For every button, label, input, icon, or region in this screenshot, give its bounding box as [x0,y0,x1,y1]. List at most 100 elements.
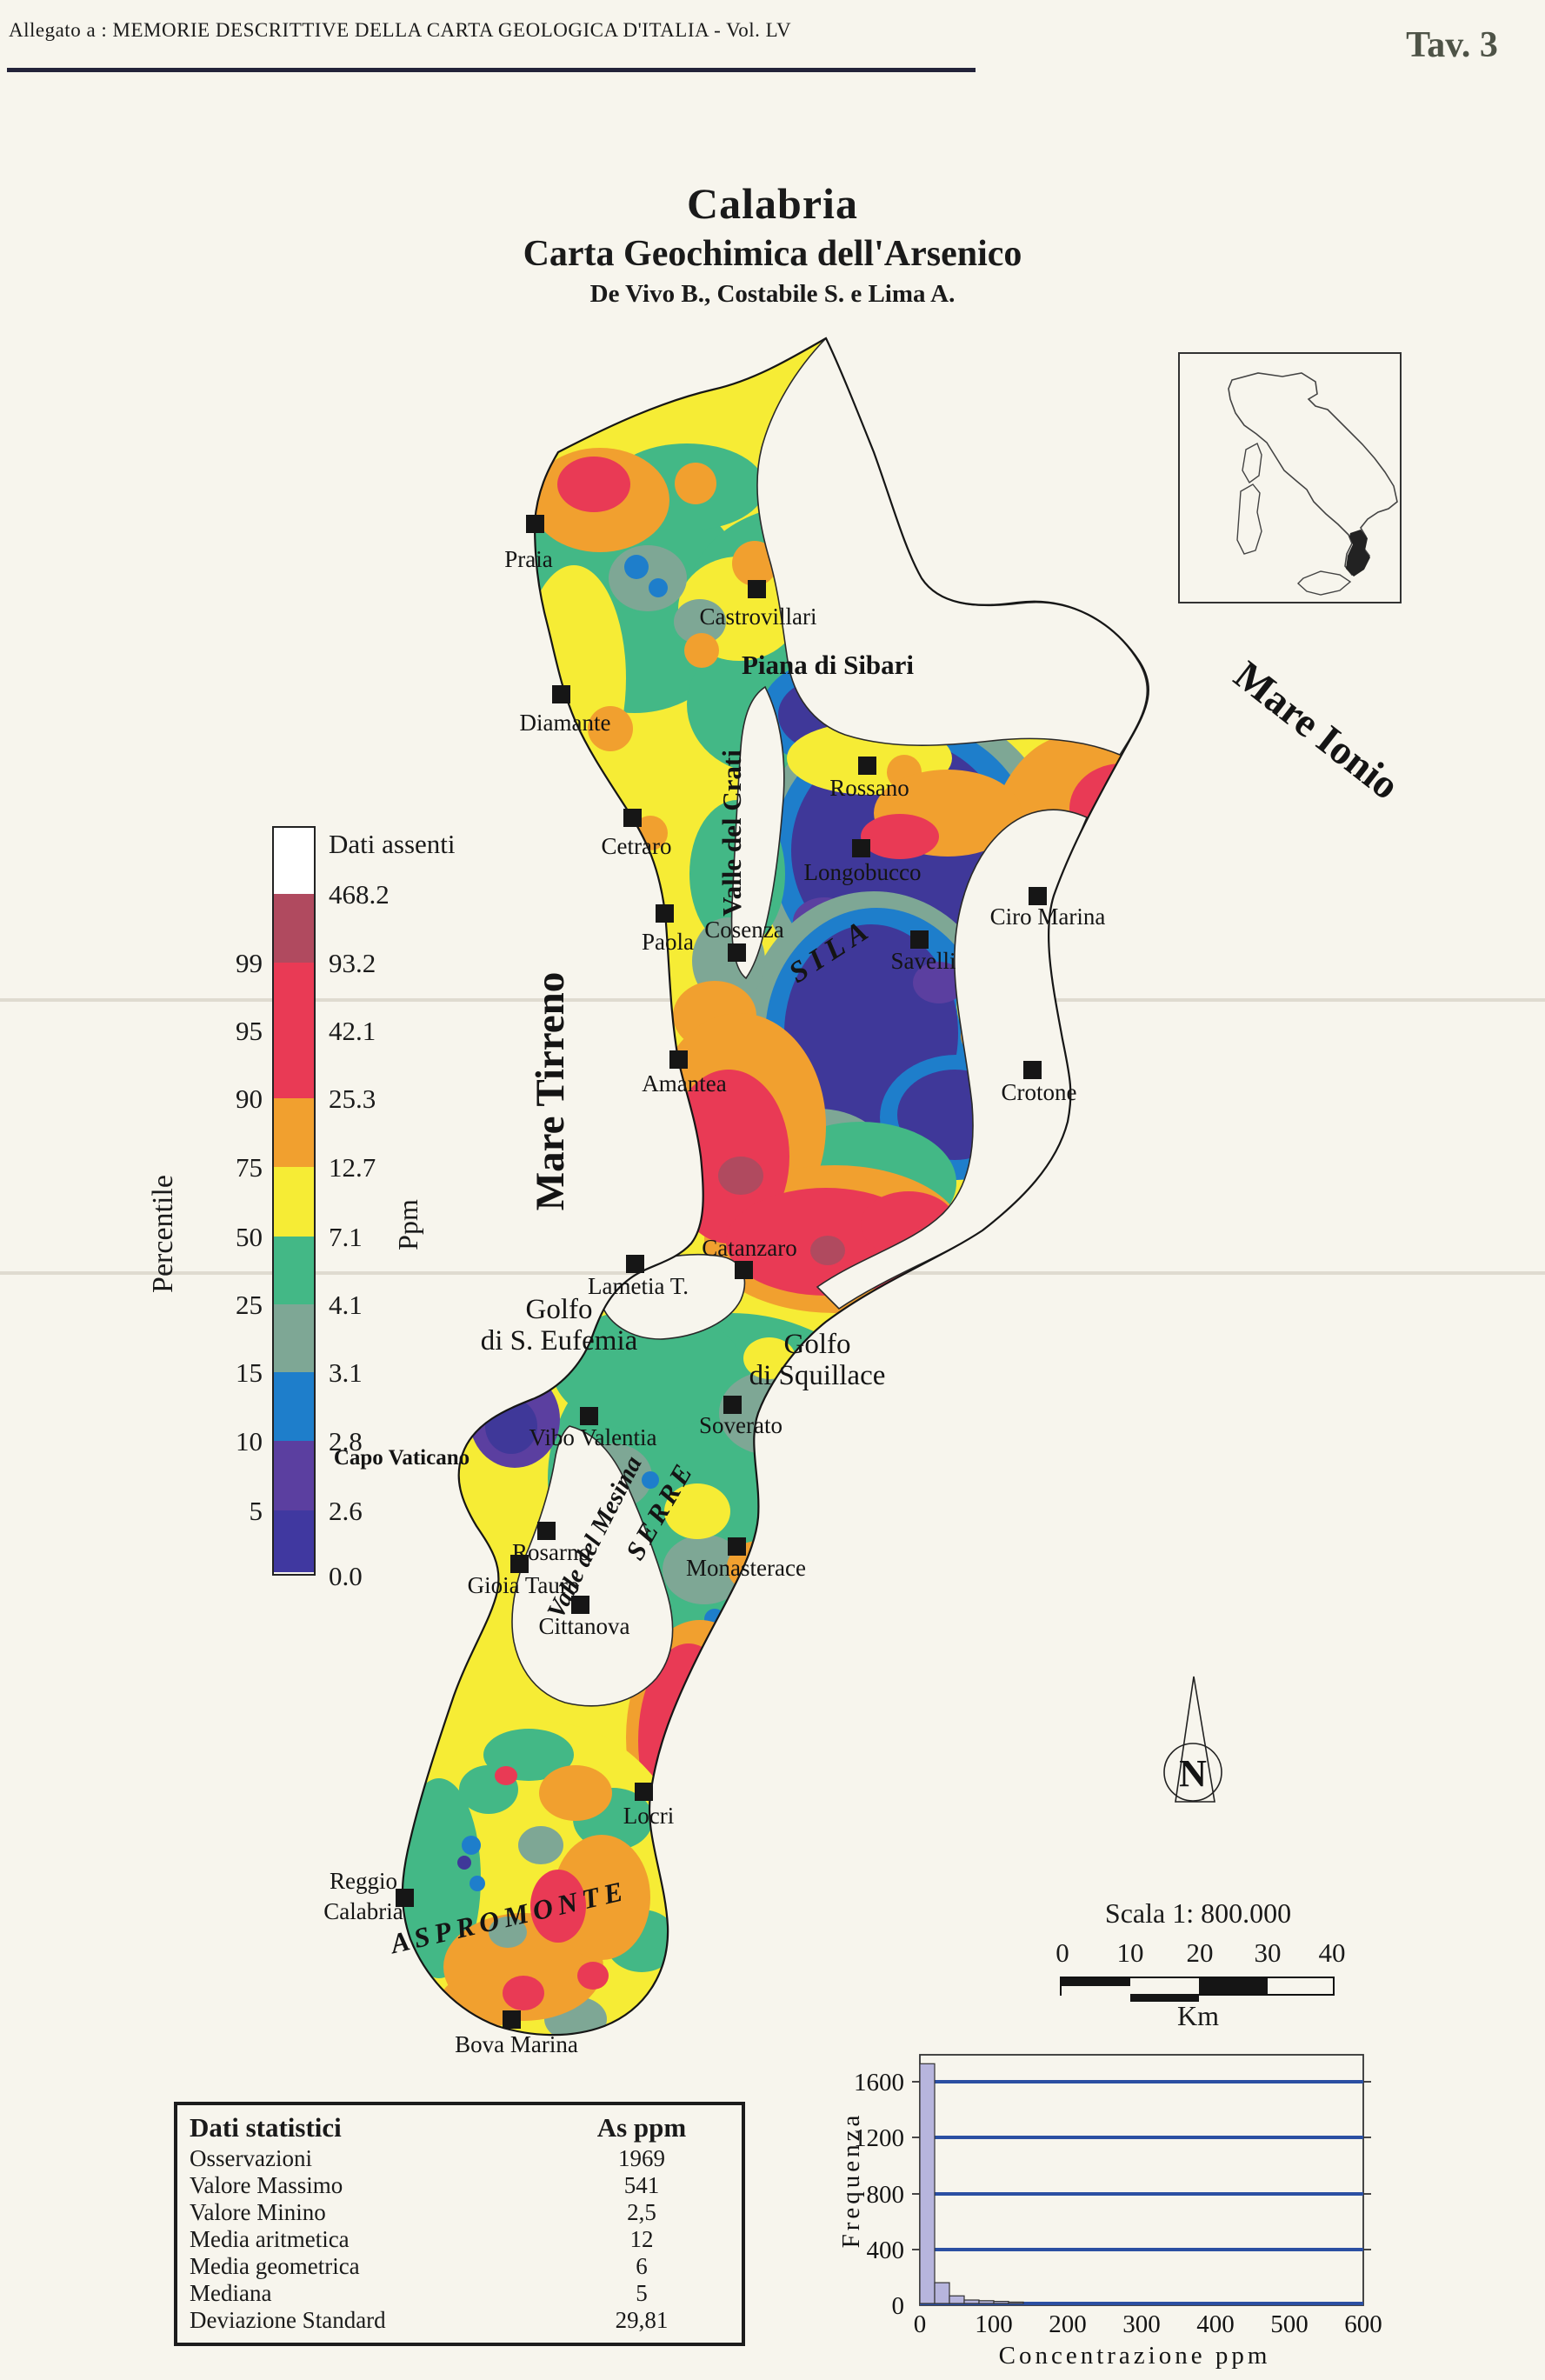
blob [684,633,719,668]
legend-band-95-99 [274,963,314,1030]
city-label: Crotone [1002,1079,1077,1105]
city-marker-amantea [669,1050,688,1069]
legend-color-bar [272,826,316,1576]
blob [462,1836,481,1855]
city-marker-savelli [910,930,929,949]
histogram-bar [1008,2301,1024,2304]
blob [861,814,939,859]
blob [1058,880,1149,1016]
city-marker-bova-marina [503,2010,521,2029]
histogram-gridlines [920,2080,1363,2305]
histogram-bar [963,2299,980,2304]
blob [469,1876,485,1891]
cape-label-vaticano: Capo Vaticano [334,1446,469,1470]
italy-inset-map [1178,352,1402,603]
north-arrow: N [1163,1676,1222,1803]
blob [624,555,649,579]
legend-ppm-value: 0.0 [329,1561,363,1591]
legend-ppm-value: 2.8 [329,1426,363,1457]
city-label: Calabria [323,1898,403,1924]
city-label: Cetraro [602,833,672,859]
blob [522,565,626,791]
legend-band-5-10 [274,1441,314,1510]
table-row: Media aritmetica 12 [177,2226,742,2253]
legend-percentile: 5 [249,1496,263,1526]
table-row: Media geometrica 6 [177,2253,742,2280]
statistics-header-label: Dati statistici [190,2112,342,2143]
legend-ppm-value: 93.2 [329,948,376,978]
legend-percentile: 99 [236,948,263,978]
legend-ppm-value: 7.1 [329,1222,363,1252]
y-tick-label: 800 [867,2181,905,2209]
north-arrow-label: N [1179,1752,1207,1795]
city-marker-soverato [723,1396,742,1414]
stat-label: Deviazione Standard [190,2307,386,2333]
legend-ppm-value: 25.3 [329,1083,376,1114]
city-label: Reggio [330,1868,397,1894]
blob [588,706,633,751]
city-label: Rosarno [512,1539,590,1565]
histogram-plot-box [919,2054,1364,2306]
histogram-bar [934,2282,950,2304]
table-row: Valore Massimo 541 [177,2172,742,2199]
stat-value: 12 [629,2226,654,2252]
stat-value: 2,5 [627,2199,656,2225]
legend-ppm-value: 42.1 [329,1016,376,1046]
legend-band-99-100 [274,894,314,963]
gulf-label-squillace-1: Golfo [784,1329,851,1360]
table-row: Osservazioni 1969 [177,2145,742,2172]
blob [913,962,965,1003]
sea-label-tirreno: Mare Tirreno [528,972,573,1211]
scale-tick: 0 [1056,1937,1069,1968]
header-rule [7,68,976,72]
blob [649,578,668,597]
legend-band-15-25 [274,1304,314,1372]
legend-percentile: 15 [236,1357,263,1388]
no-data-northeast-sibari [756,338,1149,757]
legend-percentile: 75 [236,1152,263,1183]
blob [557,457,630,512]
city-marker-locri [635,1783,653,1801]
blob [577,1962,609,1990]
north-arrow-circle [1163,1743,1222,1802]
blob [675,463,716,504]
city-label: Soverato [699,1412,782,1438]
blob [732,541,777,586]
legend-band-0-5 [274,1510,314,1572]
city-label: Catanzaro [702,1235,796,1261]
scale-segment [1062,1986,1130,1994]
map-title: Calabria [687,179,858,228]
x-tick-label: 300 [1122,2310,1161,2338]
scale-segment [1199,1986,1268,1994]
city-labels: Praia Castrovillari Diamante Cetraro Pao… [323,546,1105,2057]
stat-value: 29,81 [615,2307,669,2333]
x-tick-label: 500 [1270,2310,1309,2338]
blob [1105,787,1147,822]
city-label: Rossano [829,775,909,801]
city-marker-lametia [626,1255,644,1273]
x-tick-label: 0 [914,2310,927,2338]
scale-segment [1199,1978,1268,1986]
city-marker-longobucco [852,839,870,857]
table-row: Deviazione Standard 29,81 [177,2307,742,2334]
legend-band-no-data [274,828,314,894]
city-label: Longobucco [804,859,922,885]
city-label: Lametia T. [588,1273,689,1299]
city-marker-praia [526,515,544,533]
blob [518,1826,563,1864]
city-label: Gioia Tauro [468,1572,580,1598]
north-arrow-triangle [1175,1676,1215,1803]
legend-percentile: 90 [236,1083,263,1114]
histogram-y-labels: 1600 1200 800 400 0 [854,2069,904,2320]
city-label: Cosenza [704,917,783,943]
blob [810,1236,845,1265]
no-data-mesima-gioia [511,1425,674,1707]
city-label: Praia [504,546,552,572]
stat-label: Valore Massimo [190,2172,343,2198]
y-tick-label: 0 [892,2292,905,2320]
histogram-bar [993,2301,1009,2304]
city-label: Castrovillari [700,603,817,630]
statistics-header-value: As ppm [596,2112,687,2143]
histogram-bar [919,2063,936,2304]
